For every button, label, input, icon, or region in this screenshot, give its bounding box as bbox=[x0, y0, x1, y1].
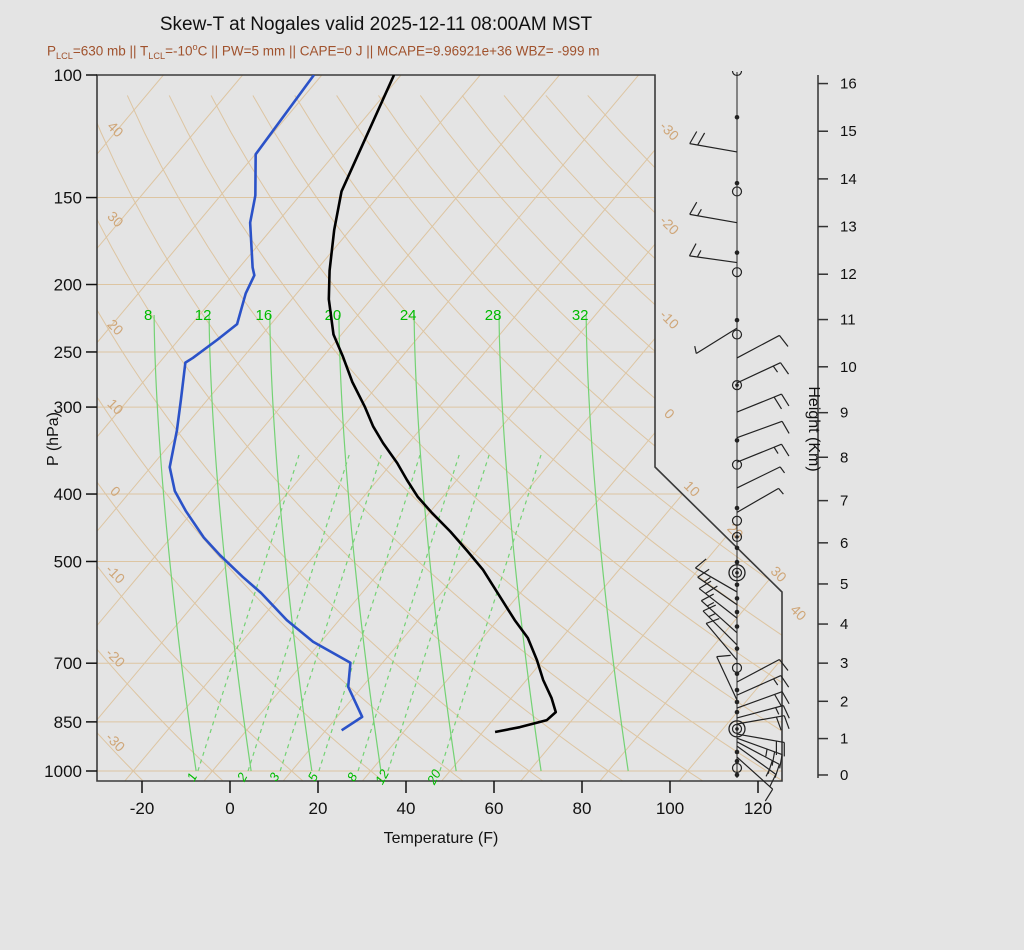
svg-text:250: 250 bbox=[54, 343, 82, 362]
svg-text:20: 20 bbox=[104, 316, 126, 338]
wind-barb-column bbox=[688, 70, 790, 802]
svg-text:16: 16 bbox=[255, 307, 272, 324]
background-lines bbox=[97, 75, 782, 781]
svg-text:60: 60 bbox=[485, 799, 504, 818]
svg-text:-10: -10 bbox=[657, 307, 683, 333]
svg-text:40: 40 bbox=[787, 601, 809, 623]
svg-text:400: 400 bbox=[54, 485, 82, 504]
svg-text:7: 7 bbox=[840, 493, 848, 510]
svg-text:40: 40 bbox=[104, 118, 126, 140]
svg-text:28: 28 bbox=[485, 307, 502, 324]
svg-text:16: 16 bbox=[840, 76, 857, 93]
plot-frame bbox=[96, 74, 783, 782]
svg-text:80: 80 bbox=[573, 799, 592, 818]
svg-text:100: 100 bbox=[54, 66, 82, 85]
svg-text:-20: -20 bbox=[130, 799, 155, 818]
moist-adiabat-lines bbox=[153, 314, 629, 772]
svg-text:2: 2 bbox=[233, 769, 250, 784]
svg-text:3: 3 bbox=[840, 655, 848, 672]
svg-text:12: 12 bbox=[372, 766, 392, 786]
svg-text:24: 24 bbox=[400, 307, 417, 324]
svg-text:20: 20 bbox=[423, 766, 444, 787]
svg-text:200: 200 bbox=[54, 276, 82, 295]
sounding-profiles bbox=[168, 75, 558, 734]
svg-text:12: 12 bbox=[840, 266, 857, 283]
svg-text:120: 120 bbox=[744, 799, 772, 818]
svg-text:100: 100 bbox=[656, 799, 684, 818]
svg-text:10: 10 bbox=[840, 359, 857, 376]
svg-text:9: 9 bbox=[840, 405, 848, 422]
svg-text:150: 150 bbox=[54, 189, 82, 208]
svg-text:11: 11 bbox=[840, 312, 856, 329]
temperature-axis-label: Temperature (F) bbox=[383, 830, 499, 847]
svg-text:0: 0 bbox=[840, 767, 848, 784]
svg-text:30: 30 bbox=[104, 208, 126, 230]
svg-text:13: 13 bbox=[840, 219, 857, 236]
pressure-axis-label: P (hPa) bbox=[45, 412, 62, 466]
svg-text:-10: -10 bbox=[103, 561, 129, 587]
svg-text:14: 14 bbox=[840, 171, 857, 188]
svg-text:2: 2 bbox=[840, 693, 848, 710]
svg-text:8: 8 bbox=[840, 449, 848, 466]
svg-text:850: 850 bbox=[54, 713, 82, 732]
svg-text:-20: -20 bbox=[103, 645, 129, 671]
svg-text:700: 700 bbox=[54, 654, 82, 673]
svg-text:1000: 1000 bbox=[44, 762, 82, 781]
svg-text:-30: -30 bbox=[103, 729, 129, 755]
svg-text:10: 10 bbox=[104, 395, 126, 417]
svg-text:5: 5 bbox=[840, 576, 848, 593]
svg-text:0: 0 bbox=[661, 405, 678, 422]
temperature-curve bbox=[327, 75, 558, 734]
svg-text:20: 20 bbox=[309, 799, 328, 818]
svg-text:15: 15 bbox=[840, 123, 857, 140]
height-axis-label: Height (Km) bbox=[805, 386, 822, 472]
svg-text:32: 32 bbox=[572, 307, 589, 324]
svg-text:6: 6 bbox=[840, 535, 848, 552]
dewpoint-curve bbox=[168, 75, 364, 732]
svg-text:300: 300 bbox=[54, 398, 82, 417]
chart-subtitle: PLCL=630 mb || TLCL=-10oC || PW=5 mm || … bbox=[47, 42, 600, 62]
svg-text:1: 1 bbox=[840, 731, 848, 748]
svg-text:500: 500 bbox=[54, 552, 82, 571]
chart-title: Skew-T at Nogales valid 2025-12-11 08:00… bbox=[159, 14, 593, 35]
svg-text:8: 8 bbox=[144, 307, 152, 324]
svg-text:12: 12 bbox=[195, 307, 212, 324]
svg-text:40: 40 bbox=[397, 799, 416, 818]
svg-text:-30: -30 bbox=[657, 118, 683, 144]
svg-text:0: 0 bbox=[107, 483, 124, 500]
svg-text:4: 4 bbox=[840, 616, 848, 633]
svg-text:0: 0 bbox=[225, 799, 234, 818]
svg-text:20: 20 bbox=[325, 307, 342, 324]
svg-text:-20: -20 bbox=[657, 212, 683, 238]
